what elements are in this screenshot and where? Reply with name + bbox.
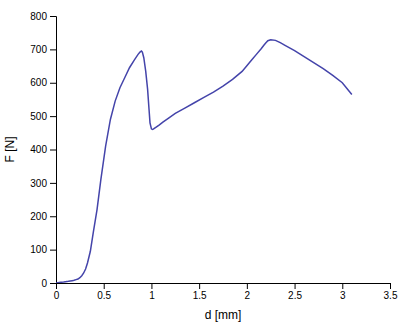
- x-tick-mark: [295, 283, 296, 289]
- y-tick-mark: [50, 150, 56, 151]
- y-axis-line: [50, 17, 57, 284]
- x-axis-line: [57, 284, 391, 290]
- chart: 0 0.5 1 1.5 2 2.5 3 3.5 0 100 200 300 400 500 600 700 80…: [0, 0, 412, 327]
- x-tick-label: 0: [54, 290, 60, 301]
- y-tick: 300: [30, 178, 56, 189]
- y-tick-label: 700: [30, 44, 47, 55]
- y-tick-mark: [50, 83, 56, 84]
- y-tick-label: 800: [30, 11, 47, 22]
- x-tick-mark: [151, 283, 152, 289]
- y-tick-label: 0: [41, 278, 47, 289]
- y-tick-mark: [50, 49, 56, 50]
- x-tick: 0: [54, 283, 60, 301]
- y-tick-mark: [50, 283, 56, 284]
- x-tick-label: 2.5: [288, 290, 302, 301]
- y-tick-label: 100: [30, 244, 47, 255]
- y-tick-mark: [50, 250, 56, 251]
- x-tick-mark: [199, 283, 200, 289]
- y-tick-label: 600: [30, 77, 47, 88]
- x-tick: 3.5: [384, 283, 398, 301]
- y-axis: 0 100 200 300 400 500 600 700 800: [30, 11, 56, 289]
- y-tick-mark: [50, 216, 56, 217]
- chart-container: 0 0.5 1 1.5 2 2.5 3 3.5 0 100 200 300 400 500 600 700 80…: [0, 0, 412, 327]
- x-tick-label: 3.5: [384, 290, 398, 301]
- y-tick: 700: [30, 44, 56, 55]
- y-tick-label: 300: [30, 178, 47, 189]
- x-tick-mark: [104, 283, 105, 289]
- x-tick: 2: [245, 283, 251, 301]
- x-tick: 3: [340, 283, 346, 301]
- y-tick: 100: [30, 244, 56, 255]
- y-tick-label: 200: [30, 211, 47, 222]
- x-tick-label: 1.5: [193, 290, 207, 301]
- x-tick-label: 2: [245, 290, 251, 301]
- x-tick-mark: [390, 283, 391, 289]
- x-axis: 0 0.5 1 1.5 2 2.5 3 3.5: [54, 283, 398, 301]
- y-tick-mark: [50, 16, 56, 17]
- y-tick-label: 400: [30, 144, 47, 155]
- y-tick: 800: [30, 11, 56, 22]
- y-tick: 200: [30, 211, 56, 222]
- x-tick-mark: [247, 283, 248, 289]
- x-tick-label: 3: [340, 290, 346, 301]
- x-tick: 2.5: [288, 283, 302, 301]
- line: [56, 40, 352, 283]
- y-tick-mark: [50, 116, 56, 117]
- x-axis-title: d [mm]: [205, 308, 242, 322]
- x-tick: 1.5: [193, 283, 207, 301]
- plot-area: 0 0.5 1 1.5 2 2.5 3 3.5 0 100 200 300 400 500 600 700 80…: [30, 11, 398, 301]
- y-tick-label: 500: [30, 111, 47, 122]
- y-axis-title: F [N]: [3, 137, 17, 163]
- y-tick-mark: [50, 183, 56, 184]
- marks: [56, 40, 352, 283]
- x-tick-label: 0.5: [97, 290, 111, 301]
- x-tick: 0.5: [97, 283, 111, 301]
- x-tick-mark: [342, 283, 343, 289]
- y-tick: 0: [41, 278, 56, 289]
- y-tick: 500: [30, 111, 56, 122]
- y-tick: 600: [30, 77, 56, 88]
- x-tick: 1: [149, 283, 155, 301]
- x-tick-label: 1: [149, 290, 155, 301]
- y-tick: 400: [30, 144, 56, 155]
